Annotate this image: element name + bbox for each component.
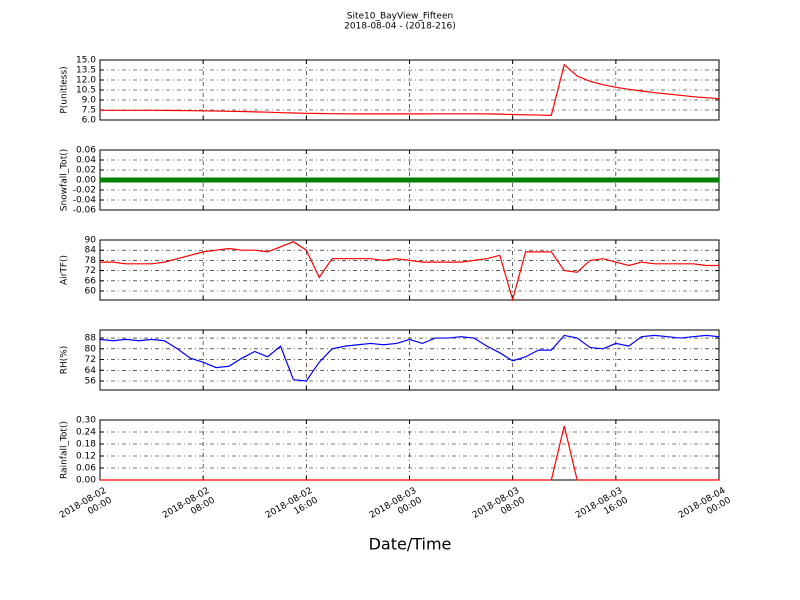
data-line (100, 63, 720, 116)
chart-title: Site10_BayView_Fifteen (347, 12, 453, 22)
y-tick-label: -0.06 (73, 206, 97, 216)
y-tick-label: 0.06 (76, 146, 96, 156)
y-tick-label: 0.30 (76, 416, 96, 426)
y-tick-label: 72 (85, 355, 96, 365)
y-axis-label: Rainfall_Tot() (60, 421, 70, 479)
y-tick-label: 56 (85, 377, 97, 387)
y-tick-label: 0.04 (76, 156, 96, 166)
y-tick-label: 0.00 (76, 476, 96, 486)
y-tick-label: 90 (85, 236, 97, 246)
y-tick-label: 64 (85, 366, 97, 376)
y-tick-label: 78 (85, 256, 97, 266)
y-tick-label: 13.5 (76, 66, 96, 76)
y-tick-label: 80 (85, 344, 97, 354)
y-tick-label: 60 (85, 286, 97, 296)
y-axis-label: RH(%) (60, 346, 70, 375)
y-tick-label: 66 (85, 276, 97, 286)
y-axis-label: Snowfall_Tot() (60, 149, 70, 212)
y-axis-label: P(unitless) (60, 66, 70, 113)
y-tick-label: 7.5 (82, 106, 96, 116)
y-tick-label: 0.06 (76, 464, 96, 474)
y-tick-label: 0.24 (76, 428, 96, 438)
y-tick-label: -0.04 (73, 196, 97, 206)
chart-subtitle: 2018-08-04 - (2018-216) (344, 22, 456, 32)
y-tick-label: -0.02 (73, 186, 96, 196)
data-line (99, 334, 720, 382)
y-tick-label: 0.12 (76, 452, 96, 462)
y-tick-label: 0.00 (76, 176, 96, 186)
data-line (100, 425, 719, 481)
x-axis-label: Date/Time (369, 535, 452, 554)
y-tick-label: 84 (85, 246, 97, 256)
y-tick-label: 10.5 (76, 86, 96, 96)
y-tick-label: 9.0 (82, 96, 97, 106)
y-tick-label: 12.0 (76, 76, 96, 86)
y-tick-label: 0.02 (76, 166, 96, 176)
data-line (100, 241, 719, 302)
y-tick-label: 0.18 (76, 440, 96, 450)
y-axis-label: AirTF() (60, 255, 70, 285)
y-tick-label: 15.0 (76, 56, 96, 66)
y-tick-label: 6.0 (82, 116, 97, 126)
y-tick-label: 72 (85, 266, 96, 276)
y-tick-label: 88 (85, 334, 97, 344)
